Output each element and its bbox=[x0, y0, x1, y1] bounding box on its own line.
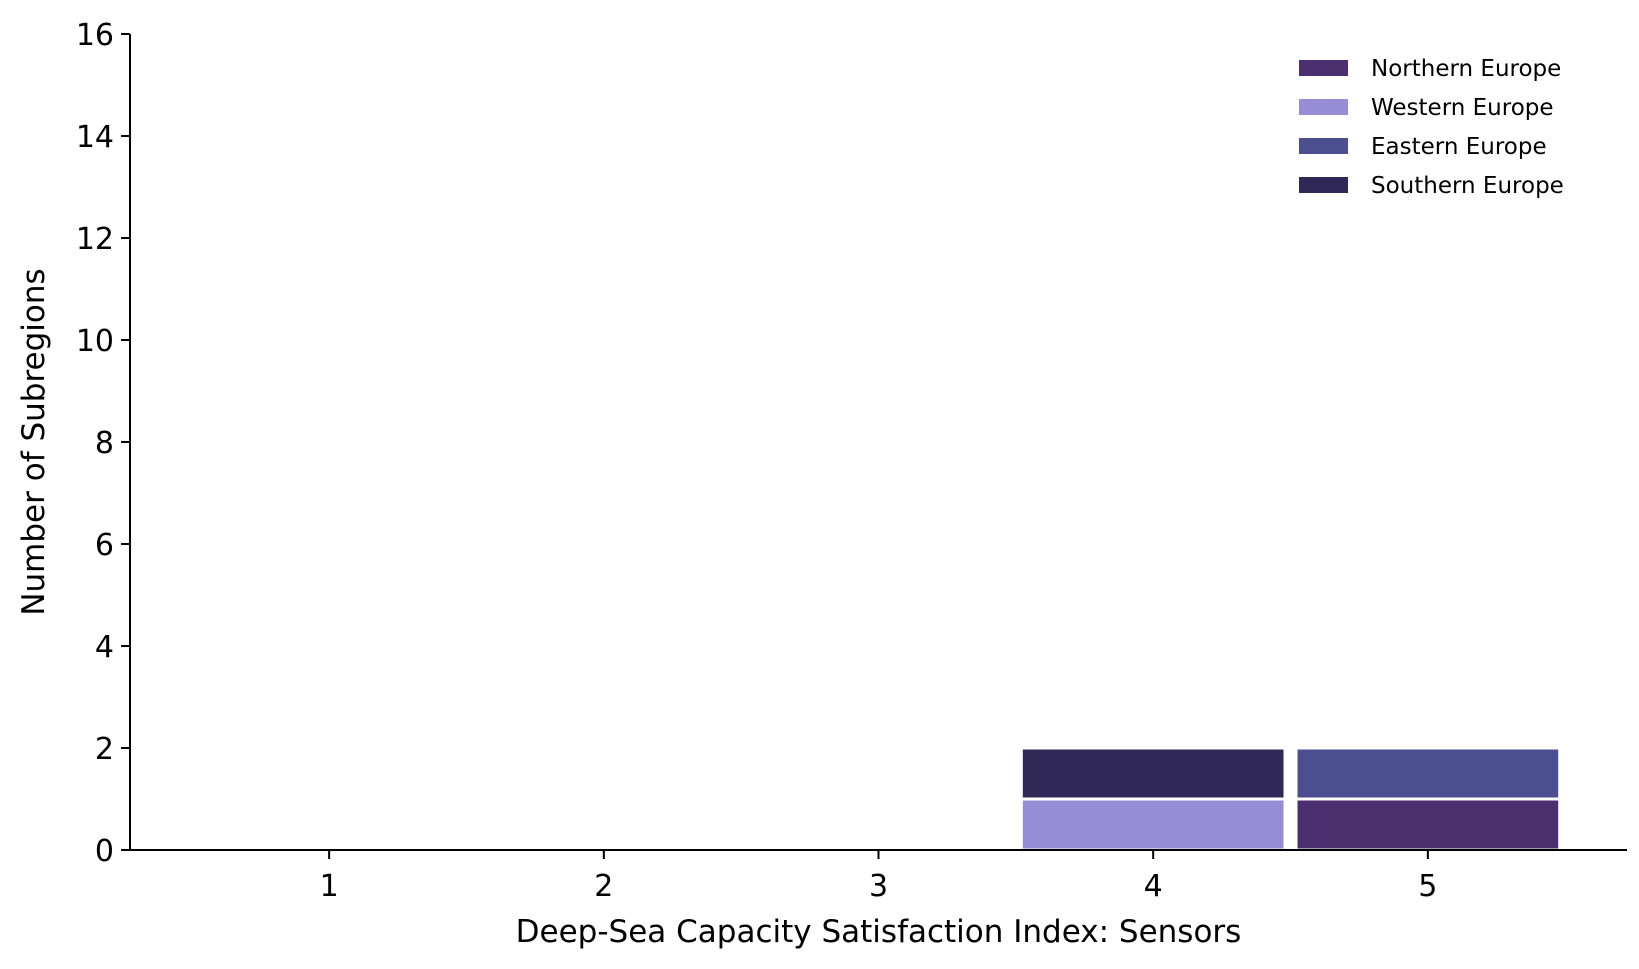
x-ticks-group: 1 2 3 4 5 bbox=[320, 850, 1437, 904]
y-tick-label: 0 bbox=[95, 834, 114, 869]
legend-label: Eastern Europe bbox=[1371, 134, 1547, 160]
legend-swatch bbox=[1299, 60, 1348, 76]
bar-northern-europe-5 bbox=[1294, 797, 1562, 852]
y-tick-label: 10 bbox=[76, 324, 114, 359]
legend: Northern Europe Western Europe Eastern Eur… bbox=[1299, 56, 1564, 199]
y-axis-title: Number of Subregions bbox=[16, 268, 52, 615]
x-axis-title: Deep-Sea Capacity Satisfaction Index: Se… bbox=[516, 914, 1242, 950]
bars-group bbox=[1019, 746, 1562, 852]
y-tick-label: 2 bbox=[95, 732, 114, 767]
y-ticks-group: 0 2 4 6 8 10 12 14 16 bbox=[76, 18, 130, 869]
legend-swatch bbox=[1299, 177, 1348, 193]
x-tick-label: 5 bbox=[1418, 869, 1437, 904]
y-tick-label: 6 bbox=[95, 528, 114, 563]
y-tick-label: 8 bbox=[95, 426, 114, 461]
x-tick-label: 3 bbox=[869, 869, 888, 904]
x-tick-label: 1 bbox=[320, 869, 339, 904]
y-tick-label: 12 bbox=[76, 222, 114, 257]
bar-eastern-europe-5 bbox=[1294, 746, 1562, 801]
legend-label: Western Europe bbox=[1371, 95, 1554, 121]
bar-western-europe-4 bbox=[1019, 797, 1287, 852]
x-tick-label: 2 bbox=[594, 869, 613, 904]
y-tick-label: 4 bbox=[95, 630, 114, 665]
y-tick-label: 16 bbox=[76, 18, 114, 53]
bar-southern-europe-4 bbox=[1019, 746, 1287, 801]
legend-swatch bbox=[1299, 138, 1348, 154]
legend-swatch bbox=[1299, 99, 1348, 115]
legend-label: Northern Europe bbox=[1371, 56, 1561, 82]
legend-label: Southern Europe bbox=[1371, 173, 1564, 199]
x-tick-label: 4 bbox=[1144, 869, 1163, 904]
y-tick-label: 14 bbox=[76, 120, 114, 155]
